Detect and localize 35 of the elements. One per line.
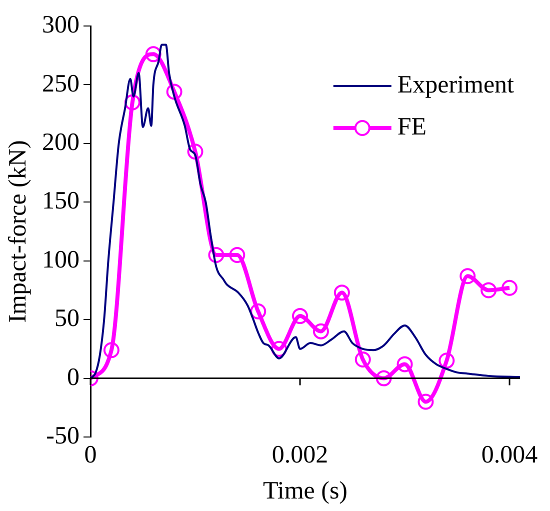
y-tick-label: -50 bbox=[46, 422, 80, 450]
point bbox=[250, 303, 266, 320]
point bbox=[271, 340, 288, 357]
point bbox=[229, 246, 246, 263]
point bbox=[124, 94, 140, 110]
point bbox=[354, 351, 371, 368]
point bbox=[145, 46, 162, 62]
y-tick-label: 300 bbox=[42, 12, 80, 39]
point bbox=[292, 308, 308, 324]
x-tick-label: 0.004 bbox=[481, 442, 538, 469]
legend-label: Experiment bbox=[397, 72, 514, 99]
point bbox=[334, 284, 350, 301]
x-tick-label: 0 bbox=[84, 442, 97, 469]
point bbox=[187, 144, 204, 160]
point bbox=[480, 282, 497, 298]
point bbox=[460, 268, 476, 284]
point bbox=[312, 323, 329, 340]
point bbox=[103, 342, 120, 358]
point bbox=[208, 246, 224, 263]
point bbox=[166, 84, 182, 100]
y-tick-label: 200 bbox=[42, 128, 80, 156]
y-tick-label: 150 bbox=[42, 188, 80, 215]
legend-label: FE bbox=[397, 114, 427, 141]
x-tick-label: 0.002 bbox=[272, 442, 328, 469]
y-tick-label: 50 bbox=[54, 305, 80, 332]
point bbox=[438, 352, 455, 369]
point bbox=[418, 394, 434, 410]
point bbox=[396, 356, 413, 372]
point bbox=[502, 280, 518, 296]
y-tick-label: 0 bbox=[67, 364, 80, 391]
x-axis-title: Time (s) bbox=[262, 478, 348, 505]
y-tick-label: 250 bbox=[42, 70, 80, 98]
point bbox=[376, 370, 392, 386]
y-tick-label: 100 bbox=[42, 246, 80, 274]
y-axis-title: Impact-force (kN) bbox=[4, 140, 32, 323]
